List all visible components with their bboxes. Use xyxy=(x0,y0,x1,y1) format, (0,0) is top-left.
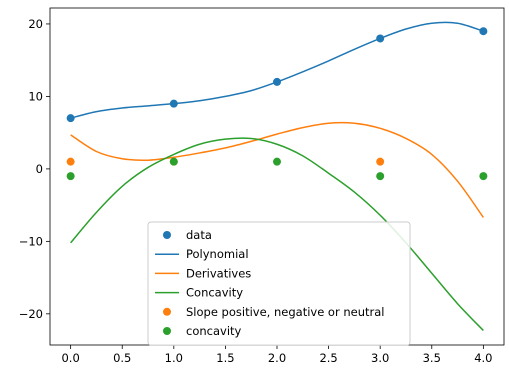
y-tick-label: −10 xyxy=(19,234,43,248)
legend-label-concavity: concavity xyxy=(186,324,242,338)
point-slope-positive-negative-or-neutral xyxy=(376,157,385,166)
point-concavity xyxy=(376,172,385,181)
point-concavity xyxy=(479,172,488,181)
x-tick-label: 4.0 xyxy=(474,351,492,365)
x-tick-label: 0.5 xyxy=(113,351,131,365)
point-data xyxy=(273,77,281,86)
x-tick-label: 0.0 xyxy=(61,351,79,365)
plot-area xyxy=(66,21,488,332)
point-concavity xyxy=(66,172,75,181)
legend-marker-slope-positive-negative-or-neutral xyxy=(163,307,171,316)
x-axis: 0.0 0.5 1.0 1.5 2.0 2.5 3.0 3.5 4.0 xyxy=(61,345,493,365)
legend-label-polynomial: Polynomial xyxy=(186,247,249,261)
legend-marker-concavity xyxy=(163,327,171,335)
point-concavity xyxy=(273,157,281,166)
legend-label-slope-positive-negative-or-neutral: Slope positive, negative or neutral xyxy=(186,305,384,319)
y-axis: −20 −10 0 10 20 xyxy=(19,17,50,321)
x-tick-label: 2.0 xyxy=(268,351,286,365)
x-tick-label: 3.0 xyxy=(371,351,389,365)
x-tick-label: 1.5 xyxy=(216,351,234,365)
point-data xyxy=(479,27,488,36)
y-tick-label: 10 xyxy=(28,89,43,103)
y-tick-label: 20 xyxy=(28,17,43,31)
series-line-polynomial xyxy=(70,21,484,119)
legend-box xyxy=(147,221,411,346)
legend-label-derivatives: Derivatives xyxy=(186,266,251,280)
point-data xyxy=(376,34,385,43)
x-tick-label: 2.5 xyxy=(319,351,337,365)
legend-label-concavity: Concavity xyxy=(186,286,243,300)
y-tick-label: −20 xyxy=(19,307,43,321)
point-data xyxy=(66,114,75,123)
series-line-concavity xyxy=(70,137,484,332)
point-concavity xyxy=(169,157,178,166)
series-line-derivatives xyxy=(70,121,484,218)
point-slope-positive-negative-or-neutral xyxy=(66,157,75,166)
legend: data Polynomial Derivatives Concavity Slope … xyxy=(147,221,411,346)
x-tick-label: 3.5 xyxy=(423,351,441,365)
x-tick-label: 1.0 xyxy=(165,351,183,365)
point-data xyxy=(169,99,178,108)
y-tick-label: 0 xyxy=(36,162,43,176)
legend-marker-data xyxy=(163,231,171,239)
legend-label-data: data xyxy=(186,228,212,242)
